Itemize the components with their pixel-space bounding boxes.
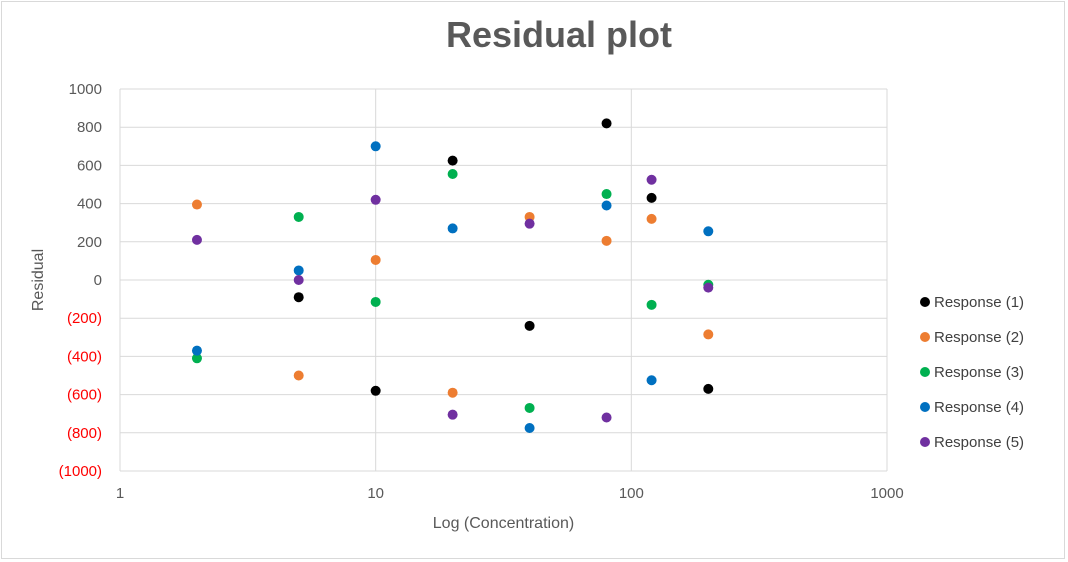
data-point-series-5 (646, 174, 657, 185)
data-point-series-3 (447, 168, 458, 179)
legend-label-2: Response (2) (934, 329, 1024, 346)
data-point-series-3 (370, 296, 381, 307)
data-point-series-1 (293, 292, 304, 303)
data-point-series-2 (191, 199, 202, 210)
data-point-series-2 (601, 235, 612, 246)
grid-lines (119, 88, 888, 472)
data-point-series-1 (601, 118, 612, 129)
data-point-series-2 (447, 387, 458, 398)
data-point-series-5 (703, 282, 714, 293)
data-point-series-1 (370, 385, 381, 396)
data-point-series-1 (447, 155, 458, 166)
data-point-series-5 (447, 409, 458, 420)
legend: Response (1) Response (2) Response (3) Resp… (920, 294, 1024, 451)
legend-marker-5 (920, 437, 930, 447)
data-point-series-5 (370, 194, 381, 205)
y-tick-label: (200) (67, 310, 102, 327)
data-point-series-1 (703, 383, 714, 394)
data-point-series-4 (703, 226, 714, 237)
legend-label-3: Response (3) (934, 364, 1024, 381)
legend-marker-4 (920, 402, 930, 412)
legend-label-1: Response (1) (934, 294, 1024, 311)
data-point-series-4 (447, 223, 458, 234)
data-point-series-2 (646, 213, 657, 224)
data-point-series-5 (191, 234, 202, 245)
legend-label-4: Response (4) (934, 399, 1024, 416)
data-point-series-3 (646, 299, 657, 310)
legend-label-5: Response (5) (934, 434, 1024, 451)
data-point-series-5 (524, 218, 535, 229)
x-axis-label: Log (Concentration) (433, 515, 574, 532)
data-point-series-4 (191, 345, 202, 356)
legend-marker-2 (920, 332, 930, 342)
y-axis-label: Residual (30, 249, 47, 311)
data-points (191, 118, 714, 434)
data-point-series-4 (601, 200, 612, 211)
data-point-series-2 (370, 254, 381, 265)
x-tick-label: 1 (116, 485, 124, 502)
y-axis-ticks: 1000 800 600 400 200 0 (200) (400) (600) (800) (10… (59, 81, 102, 480)
y-tick-label: 400 (77, 196, 102, 213)
x-tick-label: 100 (619, 485, 644, 502)
data-point-series-3 (524, 402, 535, 413)
data-point-series-3 (293, 211, 304, 222)
y-tick-label: 1000 (69, 81, 102, 98)
data-point-series-2 (703, 329, 714, 340)
y-tick-label: (800) (67, 425, 102, 442)
data-point-series-1 (646, 192, 657, 203)
legend-marker-3 (920, 367, 930, 377)
y-tick-label: 200 (77, 234, 102, 251)
y-tick-label: (1000) (59, 463, 102, 480)
y-tick-label: 800 (77, 119, 102, 136)
y-tick-label: (600) (67, 387, 102, 404)
data-point-series-5 (293, 275, 304, 285)
data-point-series-1 (524, 320, 535, 331)
y-tick-label: 0 (94, 272, 102, 289)
data-point-series-3 (601, 189, 612, 200)
data-point-series-4 (646, 375, 657, 386)
data-point-series-3 (191, 353, 202, 364)
y-tick-label: (400) (67, 348, 102, 365)
data-point-series-5 (601, 412, 612, 423)
data-point-series-4 (370, 141, 381, 152)
chart-title: Residual plot (445, 14, 673, 55)
data-point-series-4 (293, 265, 304, 276)
legend-marker-1 (920, 297, 930, 307)
y-tick-label: 600 (77, 157, 102, 174)
x-tick-label: 1000 (870, 485, 903, 502)
data-point-series-4 (524, 423, 535, 434)
x-tick-label: 10 (367, 485, 384, 502)
data-point-series-2 (293, 370, 304, 381)
x-axis-ticks: 1 10 100 1000 (116, 485, 904, 502)
